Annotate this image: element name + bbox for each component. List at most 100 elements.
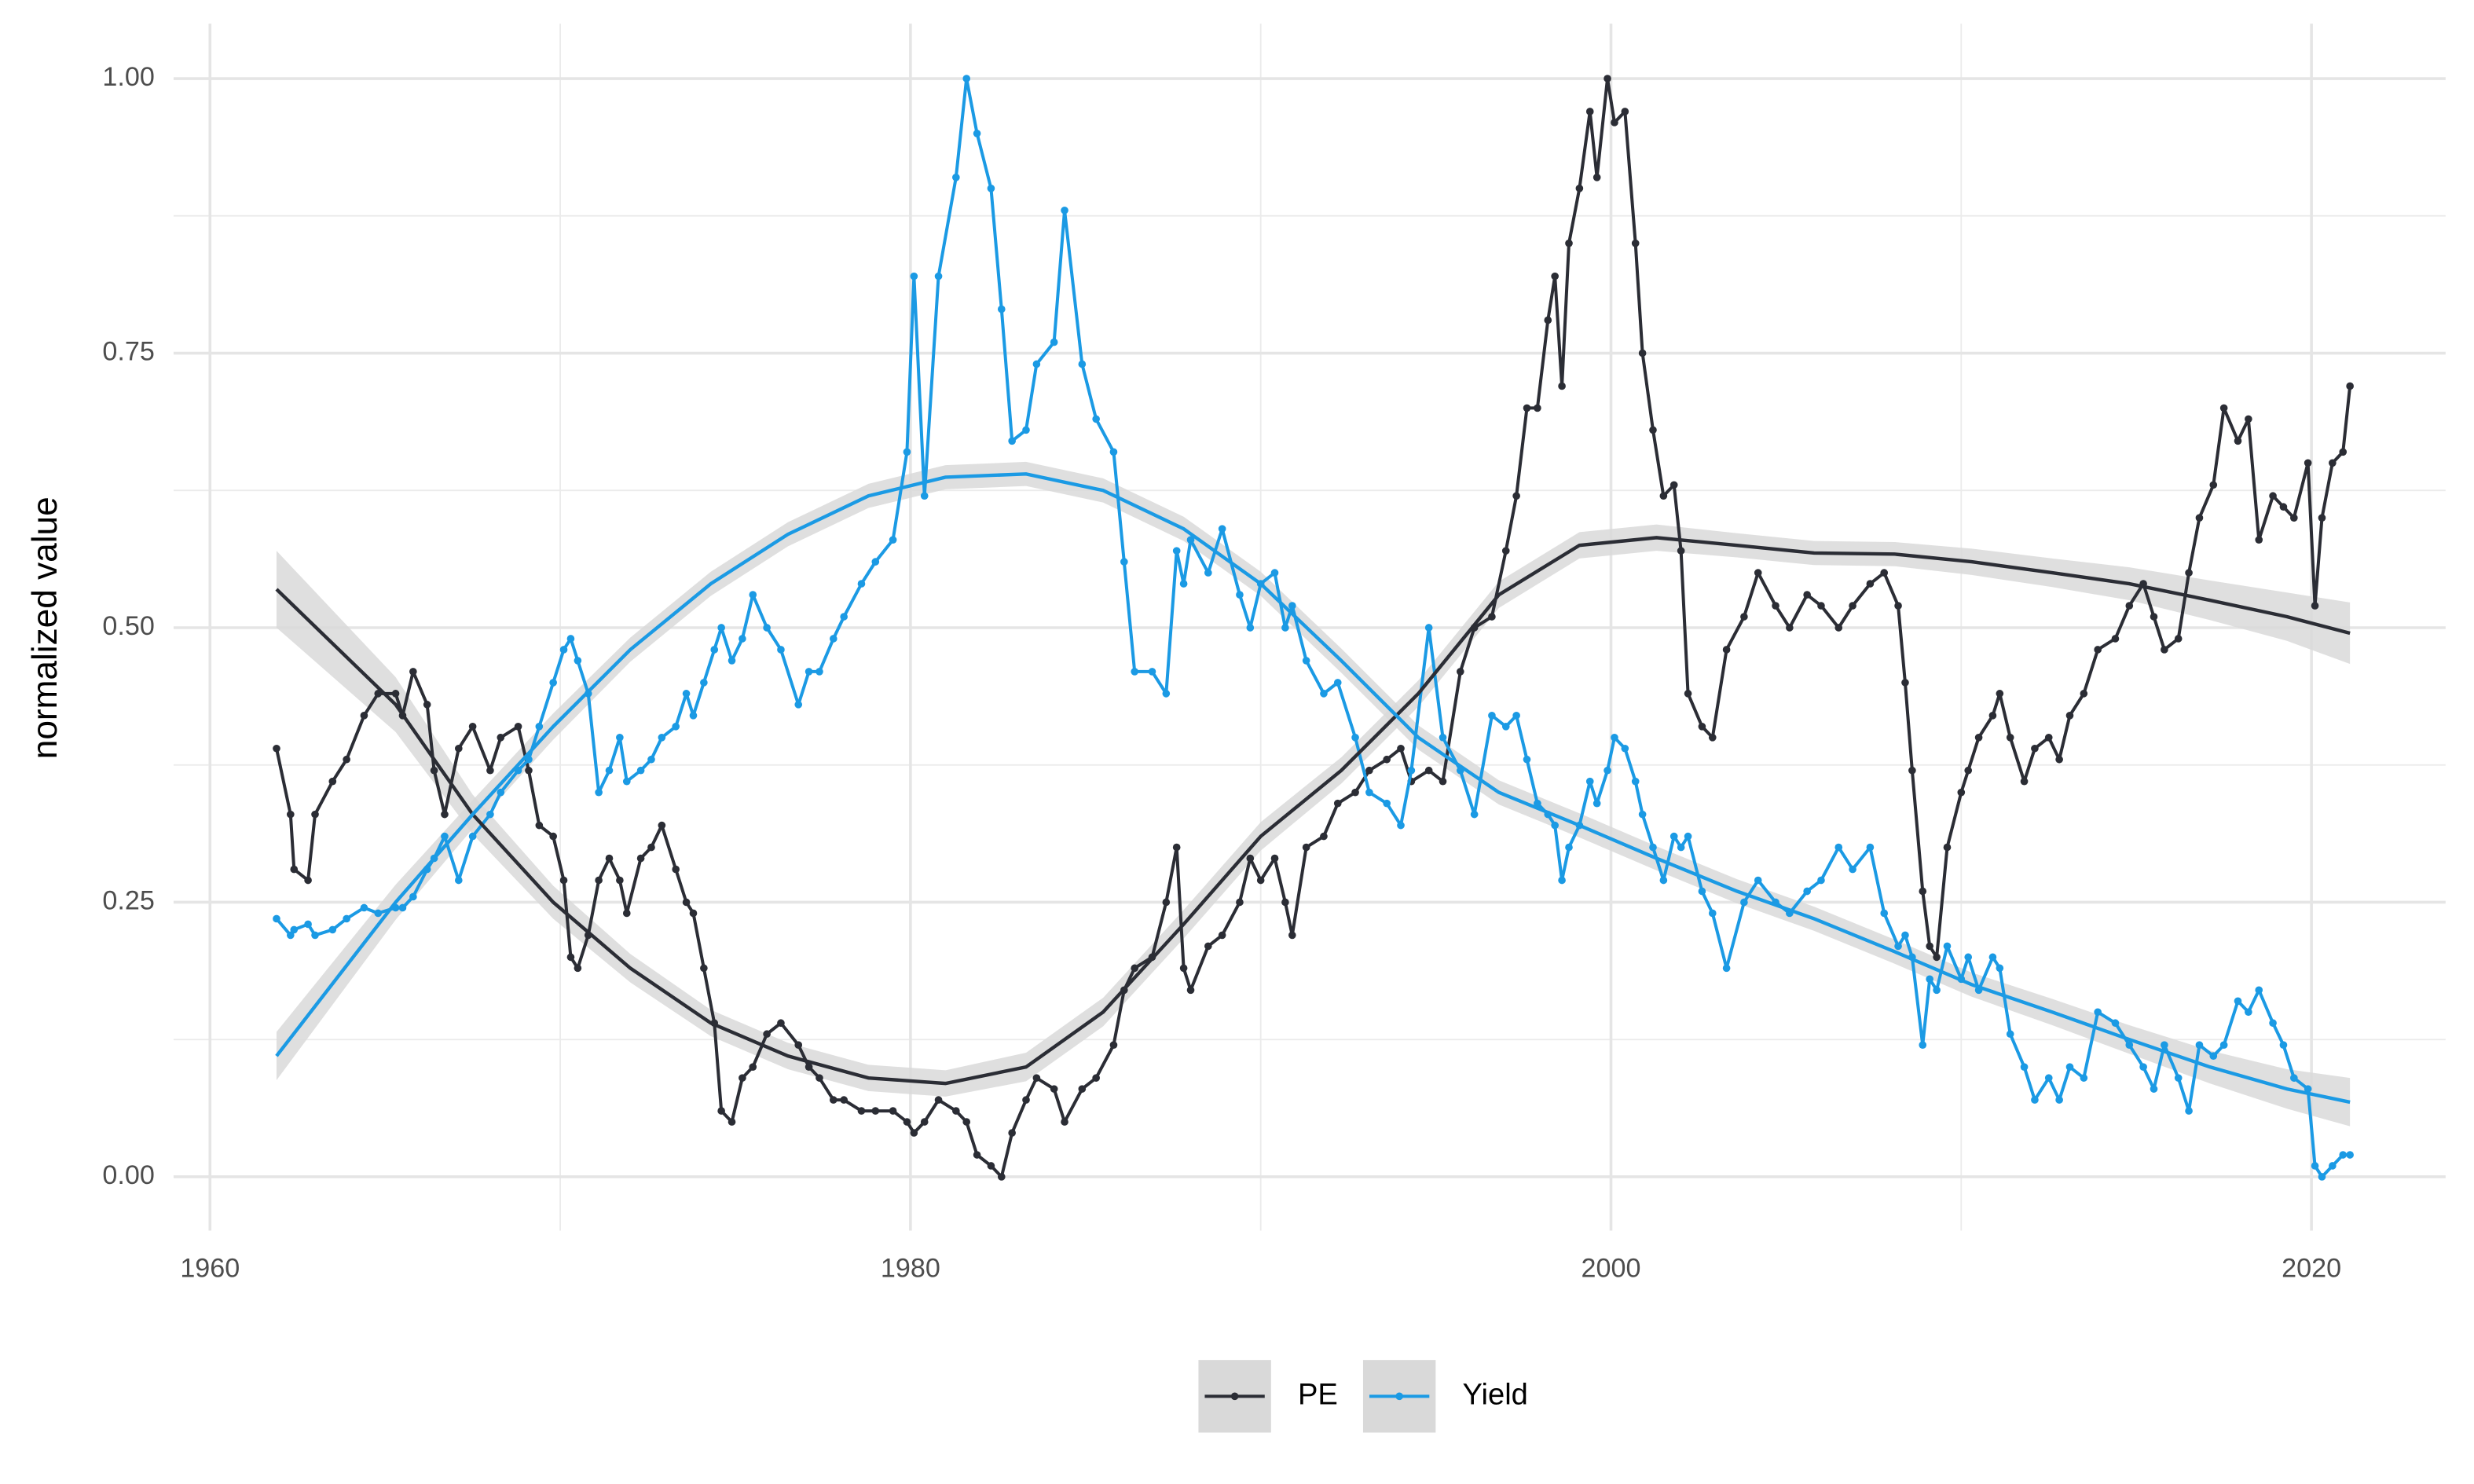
data-point: [1943, 942, 1952, 951]
data-point: [2255, 986, 2263, 995]
data-point: [616, 876, 624, 885]
data-point: [1834, 624, 1843, 632]
data-point: [1677, 547, 1685, 555]
data-point: [1246, 854, 1255, 863]
data-point: [1919, 887, 1927, 896]
data-point: [1270, 854, 1279, 863]
data-point: [1008, 1129, 1016, 1137]
data-point: [2125, 1041, 2134, 1050]
data-point: [391, 690, 400, 698]
data-point: [1611, 733, 1618, 742]
data-point: [1523, 755, 1531, 764]
data-point: [1022, 1096, 1030, 1104]
data-point: [2245, 1008, 2252, 1017]
data-point: [647, 755, 655, 764]
data-point: [1604, 766, 1611, 775]
data-point: [1631, 777, 1640, 786]
data-point: [1186, 536, 1195, 544]
data-point: [1817, 876, 1825, 885]
data-point: [1638, 349, 1647, 357]
data-point: [934, 1096, 943, 1104]
data-point: [1575, 184, 1584, 192]
data-point: [2044, 733, 2053, 742]
data-point: [987, 1162, 995, 1170]
data-point: [1786, 624, 1794, 632]
data-point: [343, 755, 350, 764]
data-point: [1740, 613, 1748, 621]
data-point: [1649, 843, 1657, 852]
data-point: [857, 1107, 866, 1115]
data-point: [2318, 514, 2326, 522]
data-point: [1926, 975, 1933, 984]
data-point: [1621, 108, 1629, 115]
data-point: [2150, 1085, 2158, 1093]
data-point: [1834, 843, 1843, 852]
x-tick-label: 2000: [1582, 1254, 1641, 1284]
data-point: [360, 903, 368, 912]
data-point: [1365, 788, 1373, 797]
x-tick-label: 1960: [180, 1254, 240, 1284]
data-point: [1320, 832, 1328, 841]
data-point: [1179, 964, 1188, 973]
data-point: [973, 130, 981, 137]
data-point: [1534, 404, 1541, 412]
data-point: [1964, 953, 1973, 962]
data-point: [1050, 1085, 1058, 1093]
data-point: [1397, 744, 1405, 753]
data-point: [2031, 744, 2039, 753]
data-point: [1849, 602, 1856, 610]
data-point: [1109, 448, 1118, 456]
x-tick-label: 1980: [881, 1254, 940, 1284]
data-point: [1256, 876, 1265, 885]
data-point: [1996, 690, 2004, 698]
data-point: [290, 865, 299, 874]
data-point: [2006, 1030, 2014, 1039]
data-point: [454, 876, 463, 885]
data-point: [286, 810, 295, 819]
data-point: [2311, 602, 2319, 610]
data-point: [1740, 898, 1748, 907]
data-point: [1288, 931, 1296, 940]
data-point: [889, 536, 897, 544]
data-point: [997, 305, 1006, 313]
data-point: [1456, 668, 1464, 676]
data-point: [1544, 316, 1552, 324]
data-point: [1708, 733, 1717, 742]
data-point: [1078, 360, 1087, 368]
legend-label: Yield: [1462, 1377, 1527, 1411]
data-point: [1754, 876, 1762, 885]
data-point: [1424, 624, 1433, 632]
data-point: [777, 646, 785, 654]
data-point: [700, 679, 708, 687]
data-point: [441, 810, 449, 819]
legend-item: Yield: [1362, 1360, 1528, 1433]
data-point: [1565, 843, 1573, 852]
data-point: [1677, 843, 1685, 852]
data-point: [700, 964, 708, 973]
smooth-line: [275, 472, 2351, 1105]
data-point: [2346, 1151, 2354, 1159]
data-point: [2055, 755, 2063, 764]
data-point: [535, 821, 544, 830]
data-point: [1383, 755, 1391, 764]
data-point: [311, 810, 319, 819]
data-point: [1120, 558, 1128, 566]
data-point: [2065, 712, 2074, 720]
data-point: [273, 744, 280, 753]
data-point: [1424, 766, 1433, 775]
data-point: [2031, 1096, 2039, 1104]
data-point: [1148, 668, 1156, 676]
data-point: [763, 1030, 771, 1039]
data-point: [2080, 690, 2088, 698]
data-point: [1501, 547, 1510, 555]
data-point: [903, 448, 911, 456]
data-point: [549, 832, 557, 841]
data-point: [1698, 722, 1706, 731]
data-point: [549, 679, 557, 687]
data-point: [1684, 832, 1692, 841]
data-point: [1866, 843, 1875, 852]
data-point: [2006, 733, 2014, 742]
data-point: [290, 925, 299, 934]
data-point: [1585, 777, 1594, 786]
